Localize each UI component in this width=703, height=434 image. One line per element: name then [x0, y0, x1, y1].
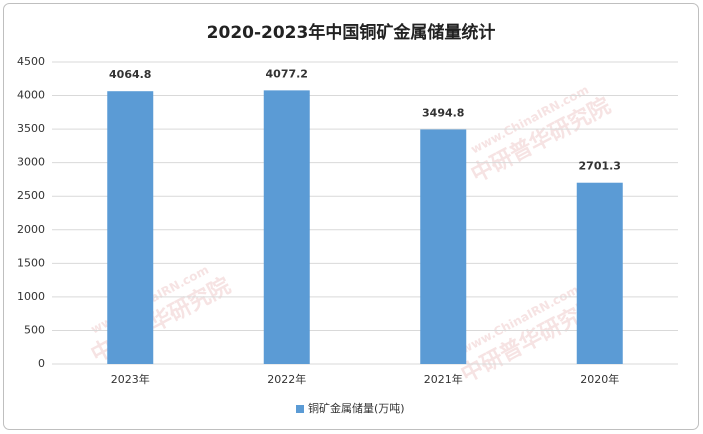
y-tick-label: 1500: [17, 256, 45, 269]
bar: [420, 129, 467, 364]
value-label: 4064.8: [109, 68, 151, 81]
x-tick-label: 2021年: [424, 372, 463, 386]
x-tick-label: 2022年: [267, 372, 306, 386]
y-tick-label: 2000: [17, 223, 45, 236]
y-tick-label: 4000: [17, 89, 45, 102]
bar: [107, 91, 154, 364]
value-label: 3494.8: [422, 106, 464, 119]
bar: [576, 182, 623, 364]
legend-label: 铜矿金属储量(万吨): [308, 401, 405, 415]
bar: [263, 90, 310, 365]
y-tick-label: 4500: [17, 55, 45, 68]
y-tick-label: 3000: [17, 156, 45, 169]
legend-swatch: [296, 405, 304, 413]
x-tick-label: 2023年: [111, 372, 150, 386]
y-tick-label: 0: [38, 357, 45, 370]
value-label: 4077.2: [266, 67, 308, 80]
x-tick-label: 2020年: [580, 372, 619, 386]
chart-title: 2020-2023年中国铜矿金属储量统计: [207, 22, 496, 43]
y-tick-label: 500: [24, 323, 45, 336]
y-tick-label: 1000: [17, 290, 45, 303]
y-tick-label: 2500: [17, 189, 45, 202]
y-tick-label: 3500: [17, 122, 45, 135]
value-label: 2701.3: [579, 160, 621, 173]
chart-frame: [3, 3, 699, 430]
